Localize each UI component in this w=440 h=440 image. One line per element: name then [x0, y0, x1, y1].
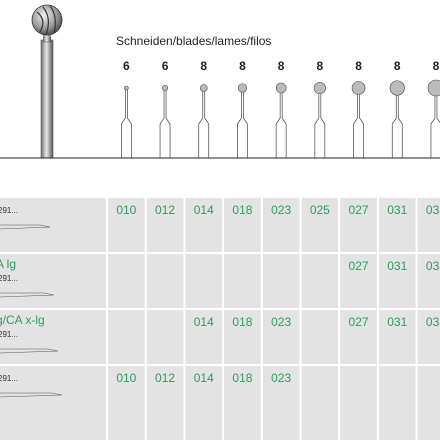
bur-head — [124, 85, 129, 91]
row-title: g/CA x-lg — [0, 313, 45, 327]
bur-head — [275, 82, 287, 94]
row-icon — [0, 292, 55, 298]
cut-count: 6 — [123, 59, 130, 73]
bur-shank — [391, 95, 403, 158]
cell-value: 035 — [426, 203, 440, 217]
cell-value: 035 — [426, 315, 440, 329]
bur-head — [351, 81, 366, 95]
cut-count: 8 — [317, 59, 324, 73]
row-code: 291... — [0, 274, 18, 283]
cut-count: 8 — [394, 59, 401, 73]
cell-value: 031 — [387, 315, 407, 329]
cut-count: 8 — [278, 59, 285, 73]
bur-shank — [353, 94, 364, 158]
bur-shank — [198, 91, 210, 158]
row-title: A lg — [0, 257, 16, 271]
cut-count: 8 — [355, 59, 362, 73]
cut-count: 8 — [433, 59, 440, 73]
bur-head — [237, 83, 247, 93]
cell-value: 025 — [310, 203, 330, 217]
bur-shank — [430, 96, 440, 158]
bur-shank — [159, 90, 171, 158]
cut-count: 8 — [200, 59, 207, 73]
cut-count: 8 — [239, 59, 246, 73]
cell-value: 031 — [387, 203, 407, 217]
cell-value: 018 — [232, 371, 252, 385]
bur-head — [199, 84, 208, 92]
table-bg — [0, 197, 440, 440]
bur-shank — [121, 90, 132, 158]
row-icon — [0, 392, 63, 398]
row-code: 291... — [0, 330, 18, 339]
bur-head — [313, 81, 326, 95]
bur-head — [389, 80, 405, 96]
cell-value: 023 — [271, 315, 291, 329]
cell-value: 035 — [426, 259, 440, 273]
row-icon — [0, 348, 59, 354]
bur-shank — [314, 93, 326, 158]
cell-value: 027 — [349, 203, 369, 217]
cell-value: 010 — [116, 371, 136, 385]
bur-head — [162, 84, 169, 92]
cell-value: 027 — [349, 315, 369, 329]
cell-value: 010 — [116, 203, 136, 217]
cell-value: 014 — [194, 371, 214, 385]
row-code: 291... — [0, 206, 18, 215]
cell-value: 027 — [349, 259, 369, 273]
cell-value: 012 — [155, 371, 175, 385]
product-image — [31, 4, 63, 159]
cell-value: 018 — [232, 203, 252, 217]
cell-value: 023 — [271, 203, 291, 217]
bur-head — [427, 79, 440, 97]
bur-shank — [237, 92, 248, 158]
cell-value: 023 — [271, 371, 291, 385]
row-icon — [0, 224, 51, 230]
row-code: 291... — [0, 374, 18, 383]
cell-value: 018 — [232, 315, 252, 329]
cell-value: 012 — [155, 203, 175, 217]
cell-value: 014 — [194, 315, 214, 329]
cell-value: 031 — [387, 259, 407, 273]
bur-shank — [275, 93, 287, 158]
cut-count: 6 — [162, 59, 169, 73]
cell-value: 014 — [194, 203, 214, 217]
cuts-label: Schneiden/blades/lames/filos — [116, 34, 271, 48]
